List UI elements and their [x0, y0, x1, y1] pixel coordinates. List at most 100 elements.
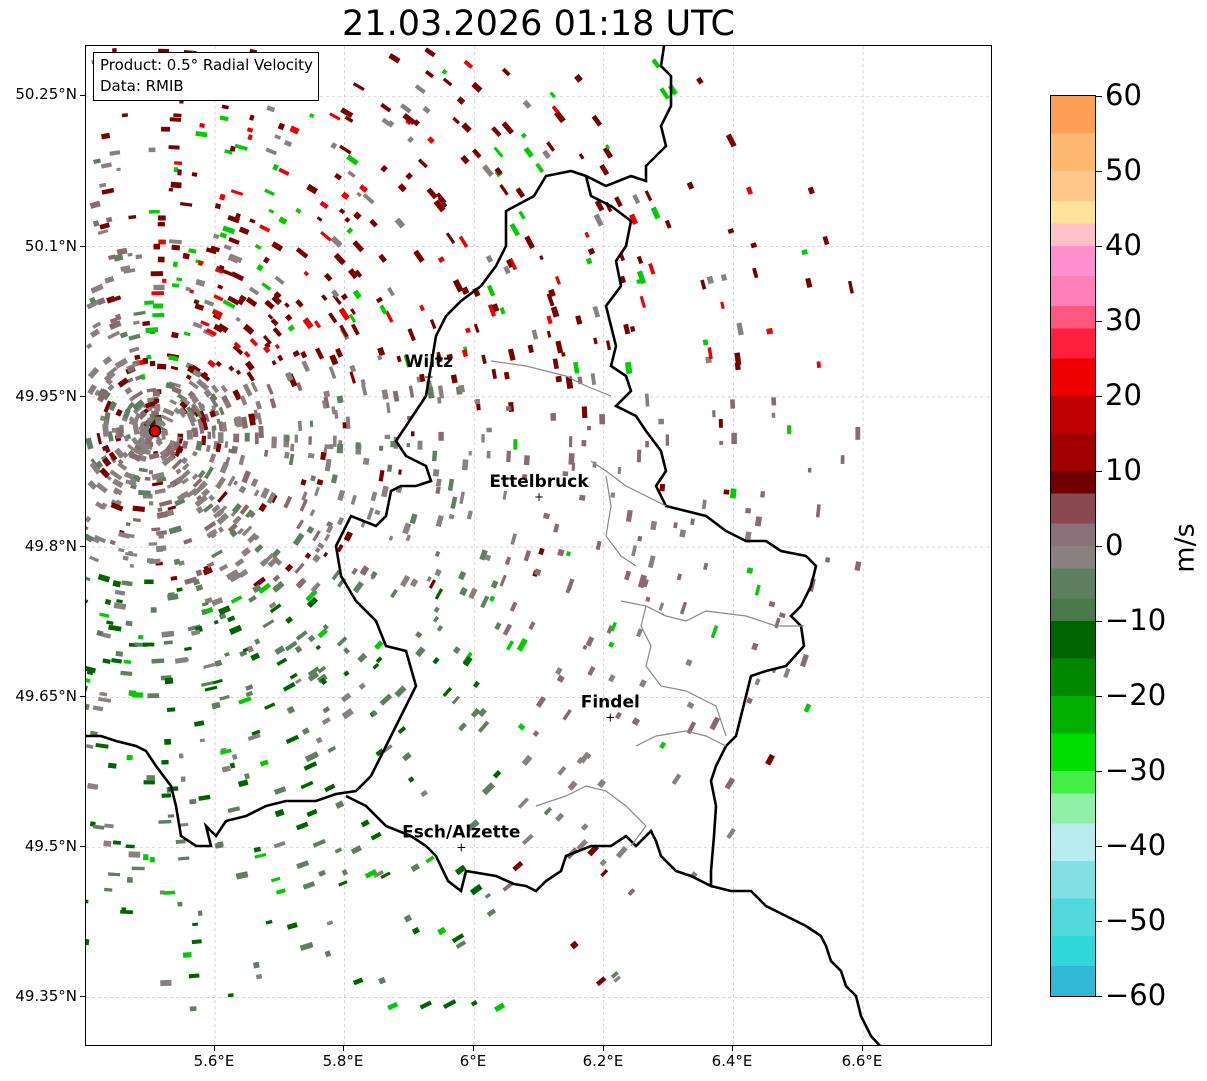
velocity-bin	[390, 440, 397, 448]
velocity-bin	[146, 406, 153, 412]
velocity-bin	[224, 651, 230, 657]
velocity-bin	[354, 269, 363, 278]
radar-map[interactable]: + Wiltz + Ettelbruck + Findel + Esch/Alzette	[85, 45, 992, 1046]
velocity-bin	[211, 504, 221, 514]
velocity-bin	[487, 303, 497, 317]
velocity-bin	[329, 444, 334, 449]
velocity-bin	[647, 555, 656, 569]
velocity-bin	[271, 241, 284, 252]
velocity-bin	[645, 440, 649, 448]
velocity-bin	[350, 308, 356, 316]
velocity-bin	[515, 187, 526, 199]
colorbar-segment	[1051, 546, 1095, 570]
velocity-bin	[388, 53, 401, 64]
velocity-bin	[317, 628, 328, 639]
velocity-bin	[456, 96, 466, 105]
velocity-bin	[587, 666, 596, 676]
velocity-bin	[506, 450, 511, 463]
velocity-bin	[420, 789, 428, 798]
velocity-bin	[273, 840, 286, 849]
velocity-bin	[189, 393, 199, 404]
colorbar-tick	[1096, 846, 1102, 847]
lat-label: 50.25°N	[15, 85, 77, 103]
velocity-bin	[361, 383, 368, 396]
velocity-bin	[116, 167, 121, 172]
velocity-bin	[150, 271, 163, 277]
velocity-bin	[159, 890, 165, 895]
velocity-bin	[599, 163, 610, 176]
velocity-bin	[153, 284, 165, 291]
velocity-bin	[109, 539, 116, 546]
velocity-bin	[403, 914, 413, 923]
velocity-bin	[186, 410, 197, 424]
velocity-bin	[196, 411, 203, 419]
velocity-bin	[173, 113, 182, 118]
velocity-bin	[615, 711, 623, 720]
velocity-bin	[219, 461, 229, 474]
velocity-bin	[262, 345, 271, 354]
velocity-bin	[406, 442, 411, 448]
velocity-bin	[93, 824, 105, 830]
velocity-bin	[245, 684, 254, 691]
velocity-bin	[565, 550, 572, 557]
velocity-bin	[264, 702, 276, 710]
velocity-bin	[336, 636, 348, 647]
velocity-bin	[256, 264, 264, 272]
velocity-bin	[142, 357, 149, 364]
velocity-bin	[158, 499, 173, 508]
velocity-bin	[117, 458, 124, 465]
velocity-bin	[636, 270, 646, 285]
velocity-bin	[392, 390, 400, 402]
velocity-bin	[86, 744, 94, 749]
velocity-bin	[224, 441, 229, 449]
velocity-bin	[524, 235, 535, 250]
velocity-bin	[158, 48, 169, 53]
velocity-bin	[250, 652, 261, 662]
velocity-bin	[239, 294, 247, 302]
velocity-bin	[360, 521, 366, 528]
velocity-bin	[254, 432, 259, 445]
velocity-bin	[419, 1000, 433, 1010]
velocity-bin	[264, 188, 275, 197]
velocity-bin	[132, 505, 146, 513]
velocity-bin	[594, 199, 605, 212]
velocity-bin	[731, 432, 737, 444]
velocity-bin	[434, 550, 441, 558]
velocity-bin	[89, 555, 100, 563]
velocity-bin	[186, 430, 193, 440]
map-title: 21.03.2026 01:18 UTC	[342, 4, 735, 44]
velocity-bin	[372, 662, 380, 670]
velocity-bin	[231, 753, 238, 760]
velocity-bin	[448, 513, 455, 520]
velocity-bin	[234, 558, 245, 567]
velocity-bin	[166, 482, 176, 489]
velocity-bin	[259, 759, 269, 767]
velocity-bin	[154, 406, 161, 412]
velocity-bin	[86, 595, 89, 604]
velocity-bin	[569, 436, 573, 448]
velocity-bin	[471, 82, 483, 93]
velocity-bin	[227, 475, 236, 487]
velocity-bin	[113, 487, 123, 496]
velocity-bin	[152, 312, 165, 318]
velocity-bin	[180, 776, 186, 782]
velocity-bin	[202, 328, 216, 338]
velocity-bin	[271, 436, 277, 449]
velocity-bin	[317, 665, 327, 674]
velocity-bin	[238, 696, 252, 705]
velocity-bin	[152, 390, 160, 397]
velocity-bin	[580, 823, 589, 831]
velocity-bin	[569, 940, 579, 950]
colorbar-segment	[1051, 171, 1095, 202]
velocity-bin	[502, 882, 513, 892]
velocity-bin	[195, 505, 204, 514]
velocity-bin	[216, 512, 230, 525]
velocity-bin	[214, 842, 224, 849]
velocity-bin	[565, 376, 574, 390]
velocity-bin	[482, 164, 494, 178]
velocity-bin	[221, 104, 229, 110]
radar-site-marker[interactable]	[148, 424, 162, 438]
velocity-bin	[352, 977, 364, 986]
velocity-bin	[320, 231, 332, 242]
colorbar-segment	[1051, 771, 1095, 795]
